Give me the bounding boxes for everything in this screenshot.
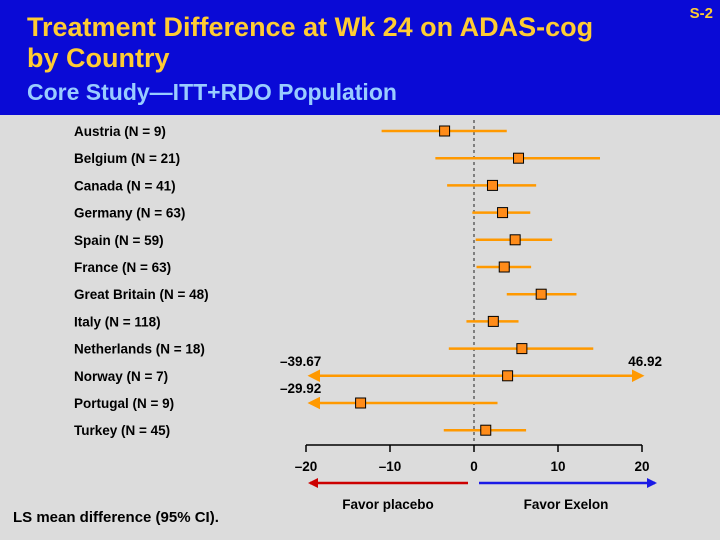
ci-truncated-label: –29.92 (280, 381, 321, 396)
estimate-marker (535, 288, 547, 300)
row-label: Germany (N = 63) (74, 206, 185, 221)
estimate-marker (502, 370, 514, 382)
title-banner: Treatment Difference at Wk 24 on ADAS-co… (0, 0, 720, 115)
x-tick-label: –10 (379, 459, 402, 474)
row-label: Norway (N = 7) (74, 369, 168, 384)
row-label: Belgium (N = 21) (74, 151, 180, 166)
x-axis: –20 –10 0 10 20 (295, 444, 650, 474)
slide-subtitle: Core Study—ITT+RDO Population (27, 79, 397, 105)
row-label: Spain (N = 59) (74, 233, 164, 248)
estimate-marker (480, 424, 492, 436)
estimate-marker (516, 343, 528, 355)
row-label: Portugal (N = 9) (74, 396, 174, 411)
forest-rows: Austria (N = 9) Belgium (N = 21) Canada (N… (74, 124, 662, 438)
row-label: Netherlands (N = 18) (74, 342, 205, 357)
row-label: France (N = 63) (74, 260, 171, 275)
slide-title: Treatment Difference at Wk 24 on ADAS-co… (27, 12, 594, 73)
estimate-marker (513, 152, 525, 164)
ci-truncated-label: –39.67 (280, 354, 321, 369)
footnote: LS mean difference (95% CI). (13, 509, 219, 526)
estimate-marker (498, 261, 510, 273)
estimate-marker (439, 125, 451, 137)
estimate-marker (487, 315, 499, 327)
row-label: Great Britain (N = 48) (74, 287, 209, 302)
estimate-marker (486, 179, 498, 191)
estimate-marker (509, 234, 521, 246)
favor-exelon-label: Favor Exelon (524, 497, 609, 512)
row-label: Canada (N = 41) (74, 178, 176, 193)
ci-truncated-label: 46.92 (628, 354, 662, 369)
estimate-marker (497, 207, 509, 219)
x-tick-label: 20 (634, 459, 649, 474)
x-tick-label: 10 (550, 459, 565, 474)
estimate-marker (355, 397, 367, 409)
row-label: Austria (N = 9) (74, 124, 166, 139)
row-label: Turkey (N = 45) (74, 423, 170, 438)
row-label: Italy (N = 118) (74, 314, 161, 329)
favor-placebo-label: Favor placebo (342, 497, 434, 512)
x-tick-label: –20 (295, 459, 318, 474)
x-tick-label: 0 (470, 459, 478, 474)
slide-number: S-2 (689, 5, 713, 22)
